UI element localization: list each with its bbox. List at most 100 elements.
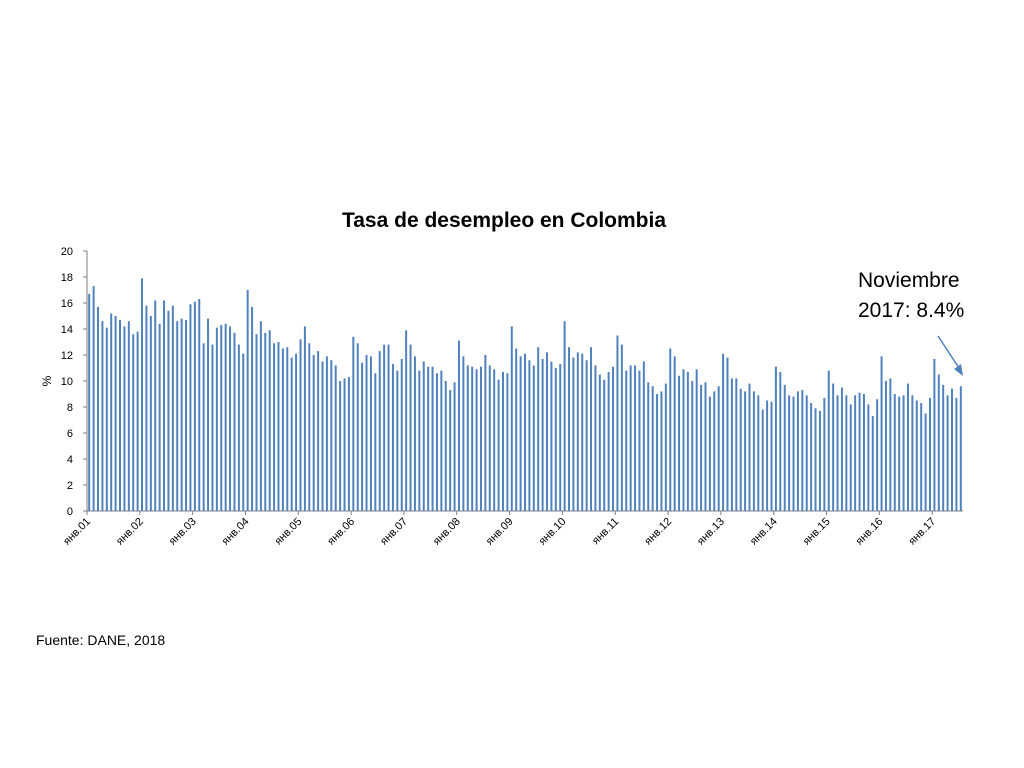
y-tick-label: 6 <box>67 428 73 440</box>
bar <box>502 371 504 511</box>
y-tick-label: 12 <box>61 350 73 362</box>
bar <box>678 375 681 511</box>
bar <box>528 360 531 511</box>
bar <box>255 334 258 511</box>
bar <box>334 365 337 511</box>
bar <box>906 383 909 511</box>
bar <box>105 327 108 511</box>
bar <box>97 306 99 511</box>
bar <box>700 384 703 511</box>
y-tick-label: 18 <box>61 272 73 284</box>
bar <box>634 365 637 511</box>
bar <box>695 369 698 511</box>
bar <box>893 394 896 511</box>
bar <box>902 395 905 511</box>
bar <box>466 365 469 511</box>
bar <box>352 336 355 511</box>
bar <box>185 319 188 511</box>
bar <box>722 353 725 511</box>
bar <box>858 392 861 511</box>
bar <box>735 378 738 511</box>
bar <box>132 334 135 511</box>
bar <box>413 356 416 511</box>
bar <box>119 319 121 511</box>
y-tick-label: 0 <box>67 506 73 518</box>
bar <box>356 343 359 511</box>
bar <box>607 371 610 511</box>
bar <box>590 347 593 511</box>
bar <box>189 304 192 511</box>
bar <box>651 386 654 511</box>
bar <box>114 316 117 511</box>
bar <box>431 366 434 511</box>
bar <box>163 300 166 511</box>
bar <box>237 344 240 511</box>
y-tick-label: 4 <box>67 454 73 466</box>
bar <box>343 378 346 511</box>
bar <box>193 301 196 511</box>
bar <box>823 397 826 511</box>
bar <box>788 395 791 511</box>
bar <box>920 403 923 511</box>
bar <box>215 327 218 511</box>
bar <box>286 347 289 511</box>
bar <box>638 370 641 511</box>
y-tick-label: 16 <box>61 298 73 310</box>
bar <box>339 381 342 511</box>
annotation: Noviembre 2017: 8.4% <box>858 266 998 326</box>
bar <box>471 366 474 511</box>
bar <box>303 326 306 511</box>
bar <box>594 365 597 511</box>
bar <box>264 332 267 511</box>
bar <box>664 383 667 511</box>
bar <box>739 388 742 511</box>
bar <box>845 395 848 511</box>
bar <box>295 353 298 511</box>
x-tick-label: янв.15 <box>801 516 833 548</box>
bar <box>840 387 843 511</box>
bar <box>942 384 945 511</box>
bar <box>783 384 786 511</box>
bar <box>924 413 927 511</box>
bar <box>603 379 606 511</box>
chart-title: Tasa de desempleo en Colombia <box>342 209 666 232</box>
bar <box>796 391 799 511</box>
bar <box>127 321 130 511</box>
bar <box>563 321 566 511</box>
bar <box>141 278 144 511</box>
y-axis: 0 2 4 6 8 10 12 14 16 18 20 <box>61 246 88 518</box>
bar <box>691 381 694 511</box>
bar <box>818 410 821 511</box>
bar <box>268 330 271 511</box>
bar <box>519 356 522 511</box>
bar <box>849 404 852 511</box>
bar <box>541 358 544 511</box>
bar <box>435 373 438 511</box>
bar <box>524 353 526 511</box>
bar <box>317 351 320 511</box>
bar <box>506 373 509 511</box>
bar <box>656 394 659 511</box>
bar <box>418 370 421 511</box>
bar <box>620 344 623 511</box>
bar <box>537 347 540 511</box>
bar <box>281 348 284 511</box>
bar <box>101 321 104 511</box>
bar <box>369 356 372 511</box>
bar <box>814 408 817 511</box>
bar <box>88 293 91 511</box>
bar <box>396 370 399 511</box>
bar <box>585 360 588 511</box>
bar <box>862 394 865 511</box>
x-tick-label: янв.09 <box>484 516 516 548</box>
bar <box>774 366 777 511</box>
bar <box>510 326 513 511</box>
bar <box>581 353 584 511</box>
y-tick-label: 20 <box>61 246 73 258</box>
x-tick-label: янв.03 <box>167 516 199 548</box>
bar <box>149 316 152 511</box>
y-axis-label: % <box>40 375 54 386</box>
x-tick-label: янв.02 <box>114 516 146 548</box>
bar <box>647 382 650 511</box>
bar <box>123 326 126 511</box>
